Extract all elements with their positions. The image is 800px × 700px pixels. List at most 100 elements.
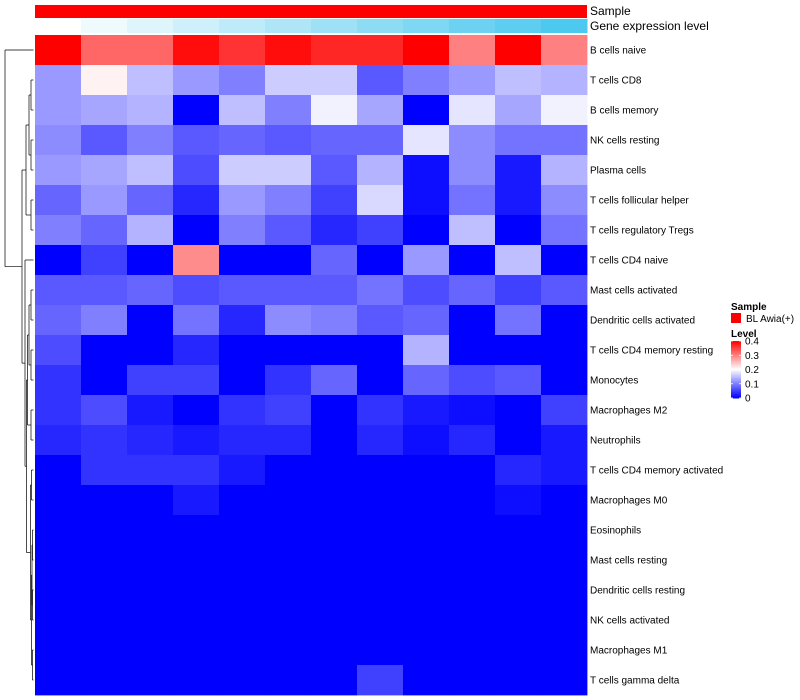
heatmap-cell [449,95,496,126]
heatmap-cell [81,515,128,546]
heatmap-cell [265,155,312,186]
row-label: Mast cells resting [590,556,667,567]
row-label: T cells regulatory Tregs [590,226,694,237]
heatmap-cell [403,65,450,96]
legend-colorbar-segment [731,349,741,352]
heatmap-cell [35,665,82,696]
heatmap-cell [35,35,82,66]
heatmap-cell [541,185,588,216]
expression-annotation-cell [173,19,220,33]
row-label: T cells follicular helper [590,196,689,207]
heatmap-cell [357,335,404,366]
heatmap-cell [449,155,496,186]
heatmap-cell [265,425,312,456]
heatmap-cell [81,365,128,396]
legend-colorbar-segment [731,350,741,353]
heatmap-cell [127,95,174,126]
heatmap-cell [357,65,404,96]
heatmap-cell [541,515,588,546]
heatmap-cell [127,275,174,306]
row-label: T cells CD4 naive [590,256,669,267]
heatmap-cell [495,545,542,576]
heatmap-cell [449,275,496,306]
legend-sample-entry: BL Awia(+) [746,314,794,325]
heatmap-cell [219,215,266,246]
heatmap-cell [127,305,174,336]
heatmap-cell [265,215,312,246]
heatmap-cell [127,485,174,516]
heatmap-cell [173,665,220,696]
heatmap-cell [357,215,404,246]
row-label: B cells naive [590,46,647,57]
row-label: Neutrophils [590,436,641,447]
legend-tick-label: 0.2 [745,365,759,376]
heatmap-cell [311,425,358,456]
legend-colorbar-segment [731,363,741,366]
heatmap-cell [449,455,496,486]
heatmap-cell [127,515,174,546]
heatmap-cell [219,35,266,66]
heatmap-cell [81,335,128,366]
heatmap-cell [541,605,588,636]
heatmap-cell [219,125,266,156]
heatmap-cell [219,395,266,426]
heatmap-cell [541,335,588,366]
legend-colorbar-segment [731,342,741,345]
heatmap-cell [219,335,266,366]
heatmap-cell [403,665,450,696]
heatmap-cell [265,455,312,486]
legend-colorbar-segment [731,386,741,389]
heatmap-cell [403,485,450,516]
heatmap-cell [311,65,358,96]
expression-annotation-cell [265,19,312,33]
heatmap-cell [541,215,588,246]
legend-colorbar-segment [731,385,741,388]
heatmap-cell [81,125,128,156]
heatmap-cell [495,665,542,696]
heatmap-cell [219,515,266,546]
heatmap-cell [403,215,450,246]
heatmap-cell [357,305,404,336]
heatmap-cell [495,605,542,636]
expression-annotation-cell [495,19,542,33]
row-label: Monocytes [590,376,638,387]
heatmap-cell [265,635,312,666]
heatmap-cell [311,485,358,516]
heatmap-cell [495,185,542,216]
legend-colorbar-segment [731,360,741,363]
heatmap-cell [81,185,128,216]
heatmap-cell [219,485,266,516]
heatmap-cell [403,35,450,66]
row-label: NK cells activated [590,616,669,627]
heatmap-cell [35,65,82,96]
heatmap-cell [449,665,496,696]
heatmap-cell [81,245,128,276]
row-label: Mast cells activated [590,286,677,297]
heatmap-cell [265,395,312,426]
heatmap-cell [173,455,220,486]
heatmap-cell [81,155,128,186]
heatmap-cell [81,635,128,666]
heatmap-cell [541,245,588,276]
heatmap-cell [173,185,220,216]
heatmap-cell [403,335,450,366]
heatmap-cell [81,605,128,636]
heatmap-cell [219,185,266,216]
heatmap-cell [403,155,450,186]
heatmap-cell [403,575,450,606]
heatmap-cell [173,395,220,426]
row-label: T cells gamma delta [590,676,680,687]
heatmap-cell [541,125,588,156]
heatmap-cell [541,635,588,666]
heatmap-cell [35,635,82,666]
heatmap-cell [541,365,588,396]
heatmap-cell [219,65,266,96]
heatmap-cell [495,95,542,126]
heatmap-cell [265,65,312,96]
heatmap-cell [541,545,588,576]
heatmap-cell [449,635,496,666]
heatmap-cell [495,275,542,306]
heatmap-cell [265,365,312,396]
